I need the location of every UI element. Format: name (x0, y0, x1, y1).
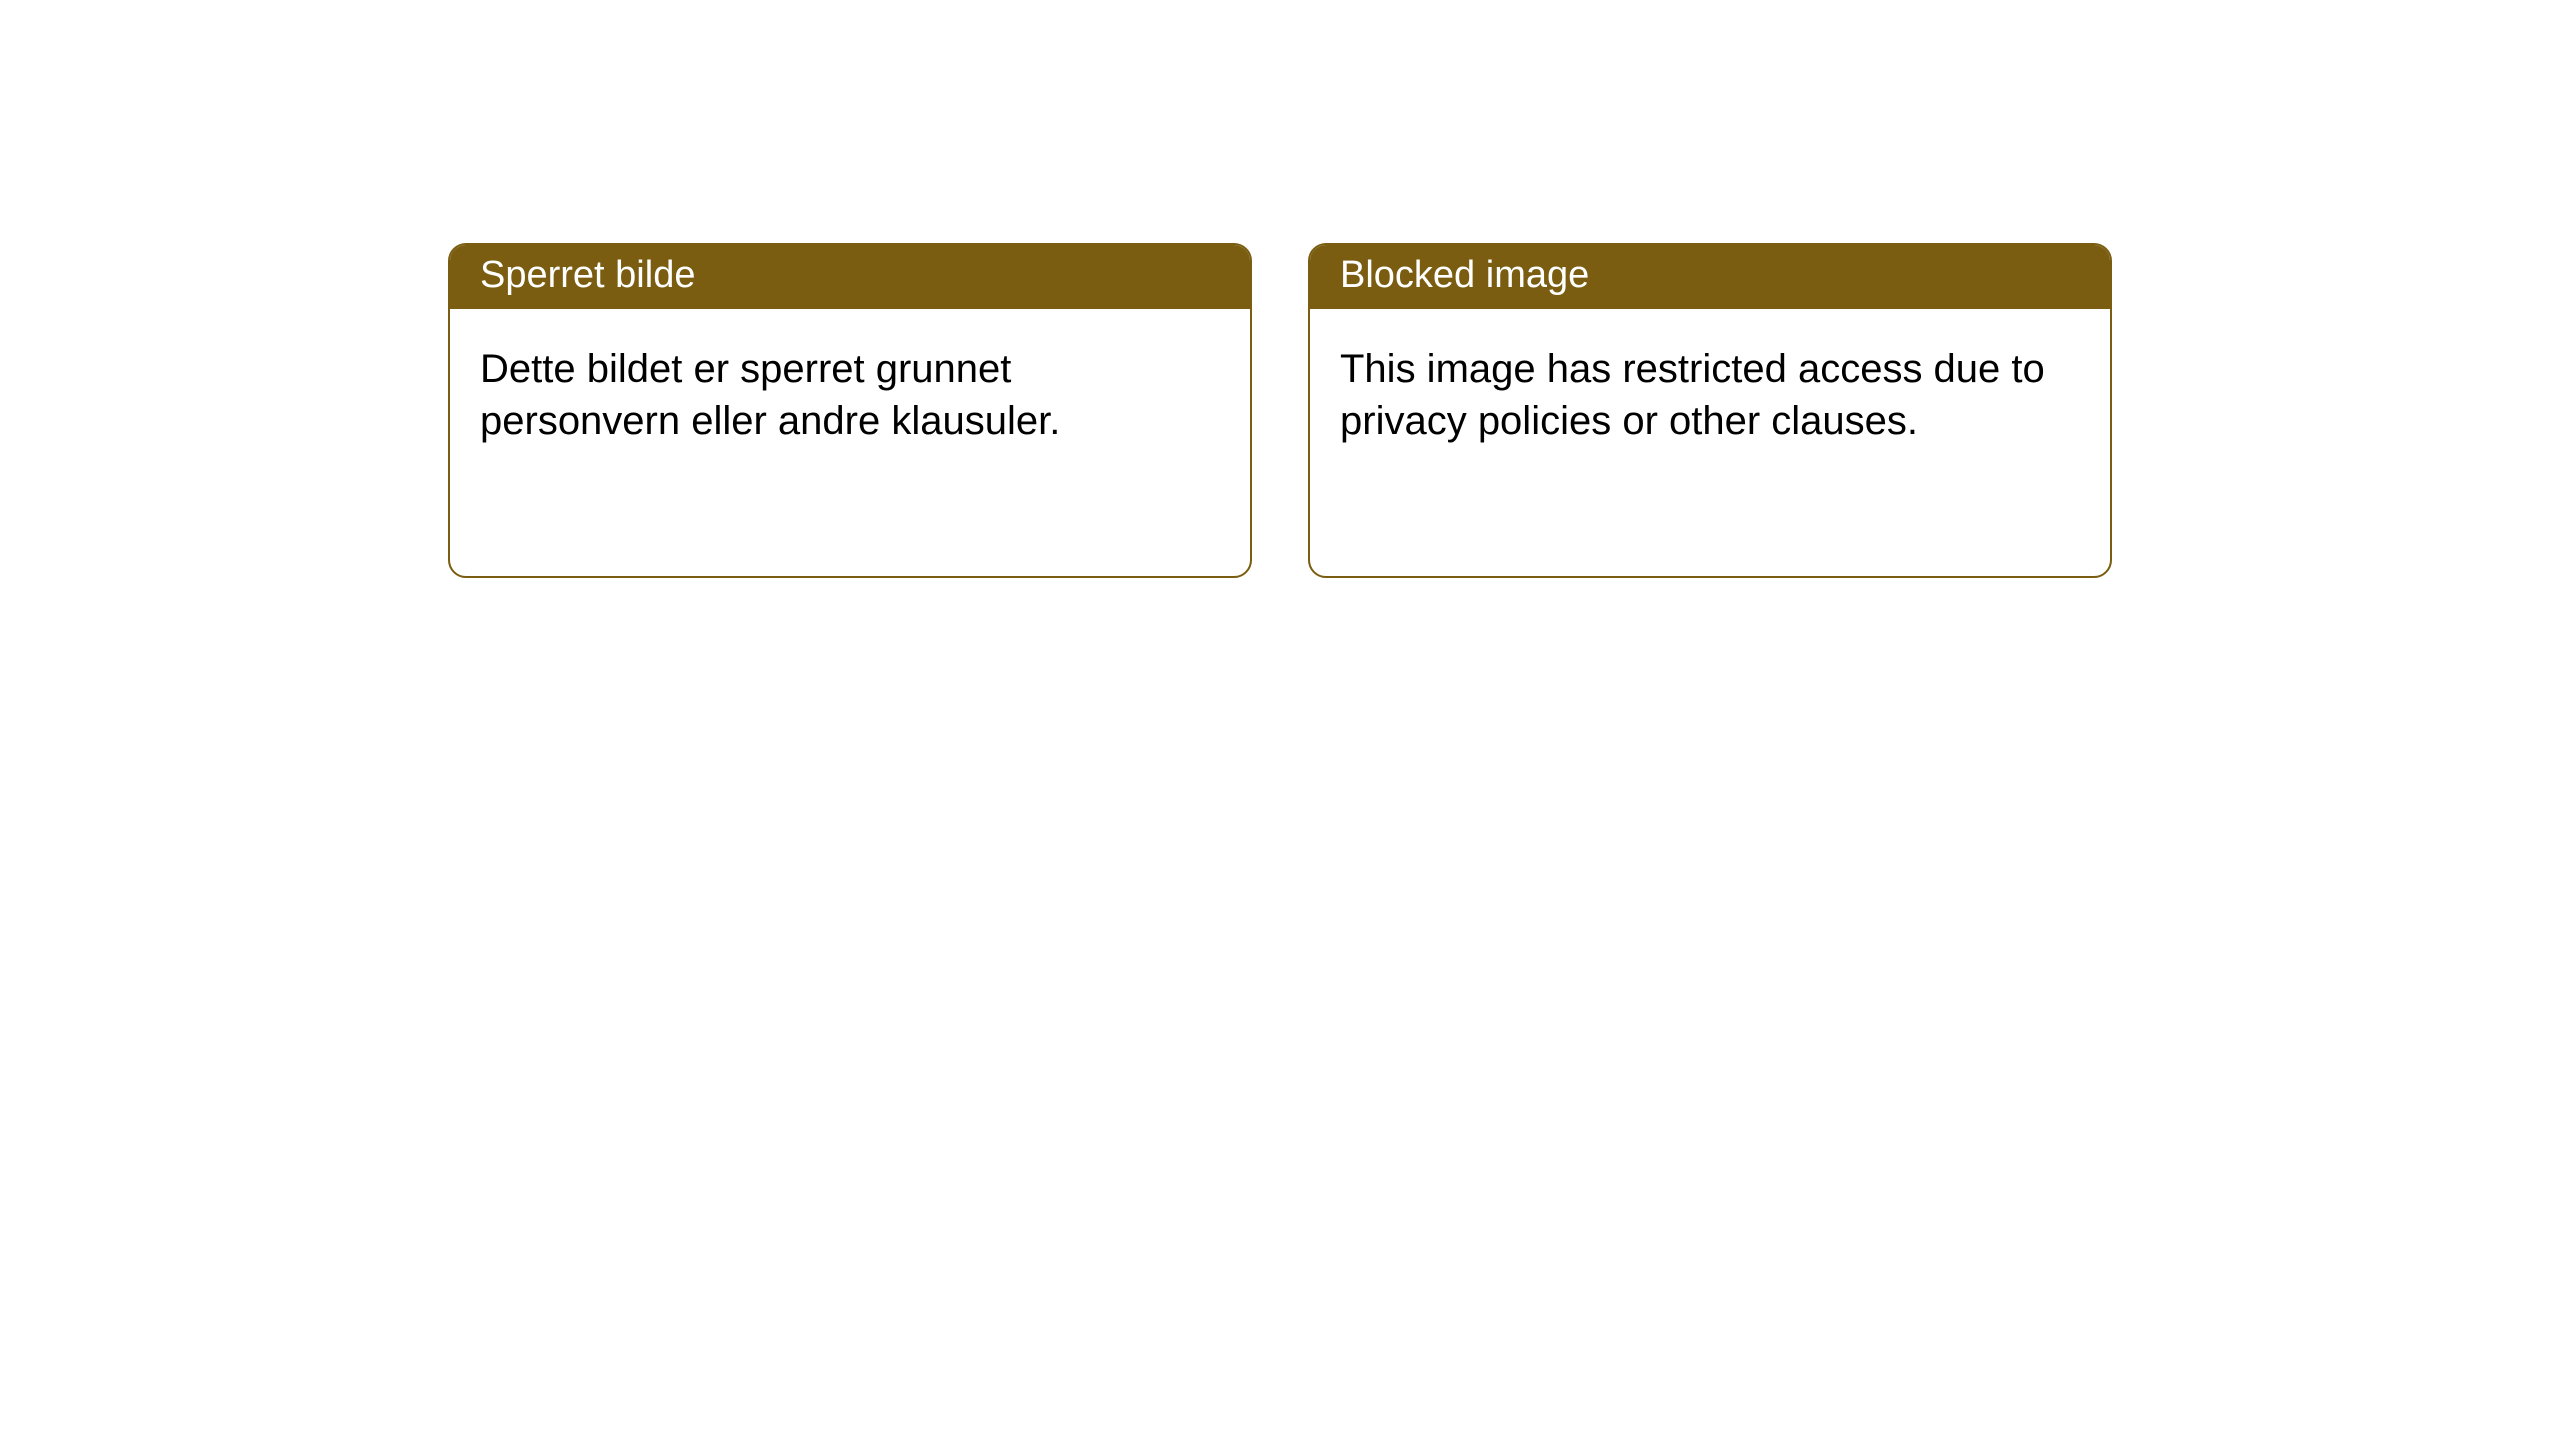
blocked-image-card-en: Blocked image This image has restricted … (1308, 243, 2112, 578)
card-header: Sperret bilde (450, 245, 1250, 309)
card-header: Blocked image (1310, 245, 2110, 309)
blocked-image-card-no: Sperret bilde Dette bildet er sperret gr… (448, 243, 1252, 578)
card-body: Dette bildet er sperret grunnet personve… (450, 309, 1250, 467)
card-body: This image has restricted access due to … (1310, 309, 2110, 467)
cards-container: Sperret bilde Dette bildet er sperret gr… (0, 0, 2560, 578)
